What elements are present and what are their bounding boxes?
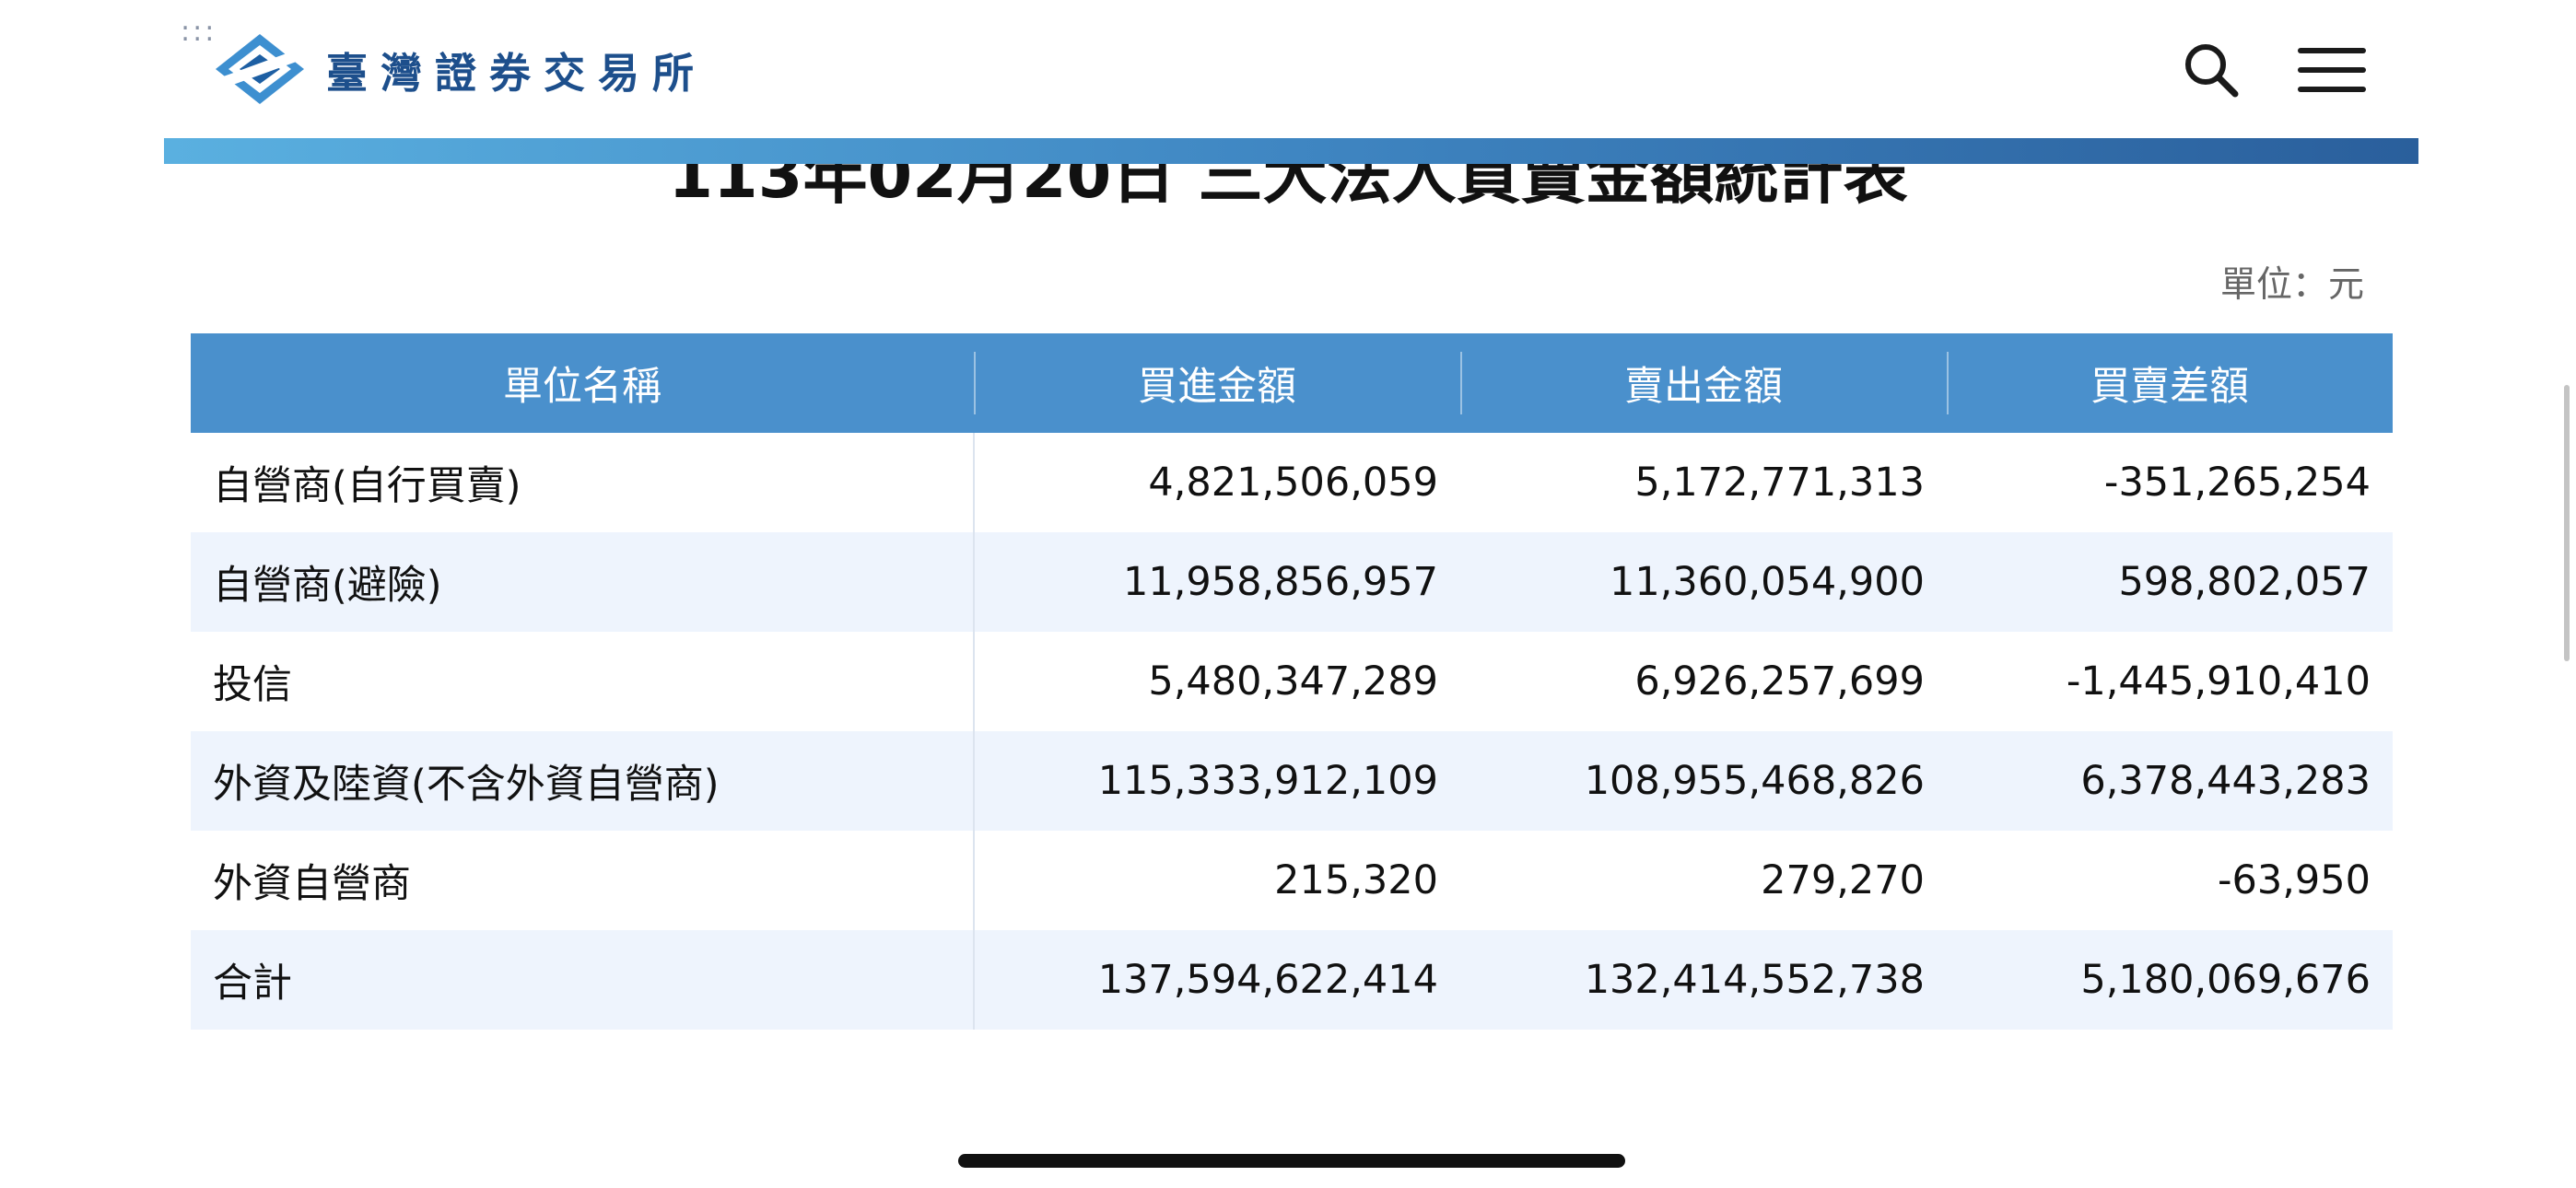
unit-label: 單位：元: [2219, 264, 2364, 306]
row-buy: 4,821,506,059: [1148, 460, 1438, 506]
header-unit-name: 單位名稱: [191, 333, 974, 433]
row-sell: 5,172,771,313: [1634, 460, 1925, 506]
table-row: 投信 5,480,347,289 6,926,257,699 -1,445,91…: [191, 632, 2393, 731]
row-buy: 11,958,856,957: [974, 532, 1460, 632]
row-name: 自營商(自行買賣): [191, 433, 975, 532]
row-buy: 215,320: [1274, 857, 1438, 903]
row-name: 投信: [191, 632, 975, 731]
header-difference: 買賣差額: [1947, 333, 2393, 433]
twse-logo[interactable]: 臺灣證券交易所: [214, 28, 707, 111]
row-sell: 11,360,054,900: [1460, 532, 1947, 632]
row-name: 自營商(避險): [191, 532, 975, 632]
table-row-total: 合計 137,594,622,414 132,414,552,738 5,180…: [191, 930, 2393, 1030]
row-buy: 5,480,347,289: [1148, 658, 1438, 705]
table-header-row: 單位名稱 買進金額 賣出金額 買賣差額: [191, 333, 2393, 433]
header-accent-bar: [164, 138, 2418, 164]
row-sell: 279,270: [1761, 857, 1925, 903]
scrollbar[interactable]: [2564, 385, 2570, 661]
row-diff: 6,378,443,283: [1947, 731, 2393, 831]
row-buy: 115,333,912,109: [974, 731, 1460, 831]
row-name: 外資及陸資(不含外資自營商): [191, 731, 975, 831]
row-diff: -1,445,910,410: [2066, 658, 2371, 705]
twse-logo-mark: [216, 34, 304, 104]
row-diff: -351,265,254: [2103, 460, 2371, 506]
table-row: 自營商(避險) 11,958,856,957 11,360,054,900 59…: [191, 532, 2393, 632]
home-indicator[interactable]: [958, 1154, 1625, 1168]
row-sell: 132,414,552,738: [1460, 930, 1947, 1030]
row-diff: -63,950: [2218, 857, 2371, 903]
row-sell: 108,955,468,826: [1460, 731, 1947, 831]
site-header: ::: 臺灣證券交易所: [0, 0, 2576, 138]
search-button[interactable]: [2174, 33, 2248, 107]
institutional-trading-table: 單位名稱 買進金額 賣出金額 買賣差額 自營商(自行買賣) 4,821,506,…: [191, 333, 2393, 1030]
row-diff: 5,180,069,676: [1947, 930, 2393, 1030]
row-name: 外資自營商: [191, 831, 975, 930]
table-row: 外資自營商 215,320 279,270 -63,950: [191, 831, 2393, 930]
header-sell-amount: 賣出金額: [1460, 333, 1947, 433]
logo-text: 臺灣證券交易所: [326, 48, 708, 98]
row-name: 合計: [191, 930, 975, 1030]
row-sell: 6,926,257,699: [1634, 658, 1925, 705]
header-buy-amount: 買進金額: [974, 333, 1460, 433]
search-icon: [2185, 44, 2239, 98]
row-diff: 598,802,057: [1947, 532, 2393, 632]
table-row: 外資及陸資(不含外資自營商) 115,333,912,109 108,955,4…: [191, 731, 2393, 831]
hamburger-menu-icon[interactable]: [2290, 33, 2373, 107]
row-buy: 137,594,622,414: [974, 930, 1460, 1030]
drag-handle-icon[interactable]: :::: [181, 16, 217, 48]
table-row: 自營商(自行買賣) 4,821,506,059 5,172,771,313 -3…: [191, 433, 2393, 532]
